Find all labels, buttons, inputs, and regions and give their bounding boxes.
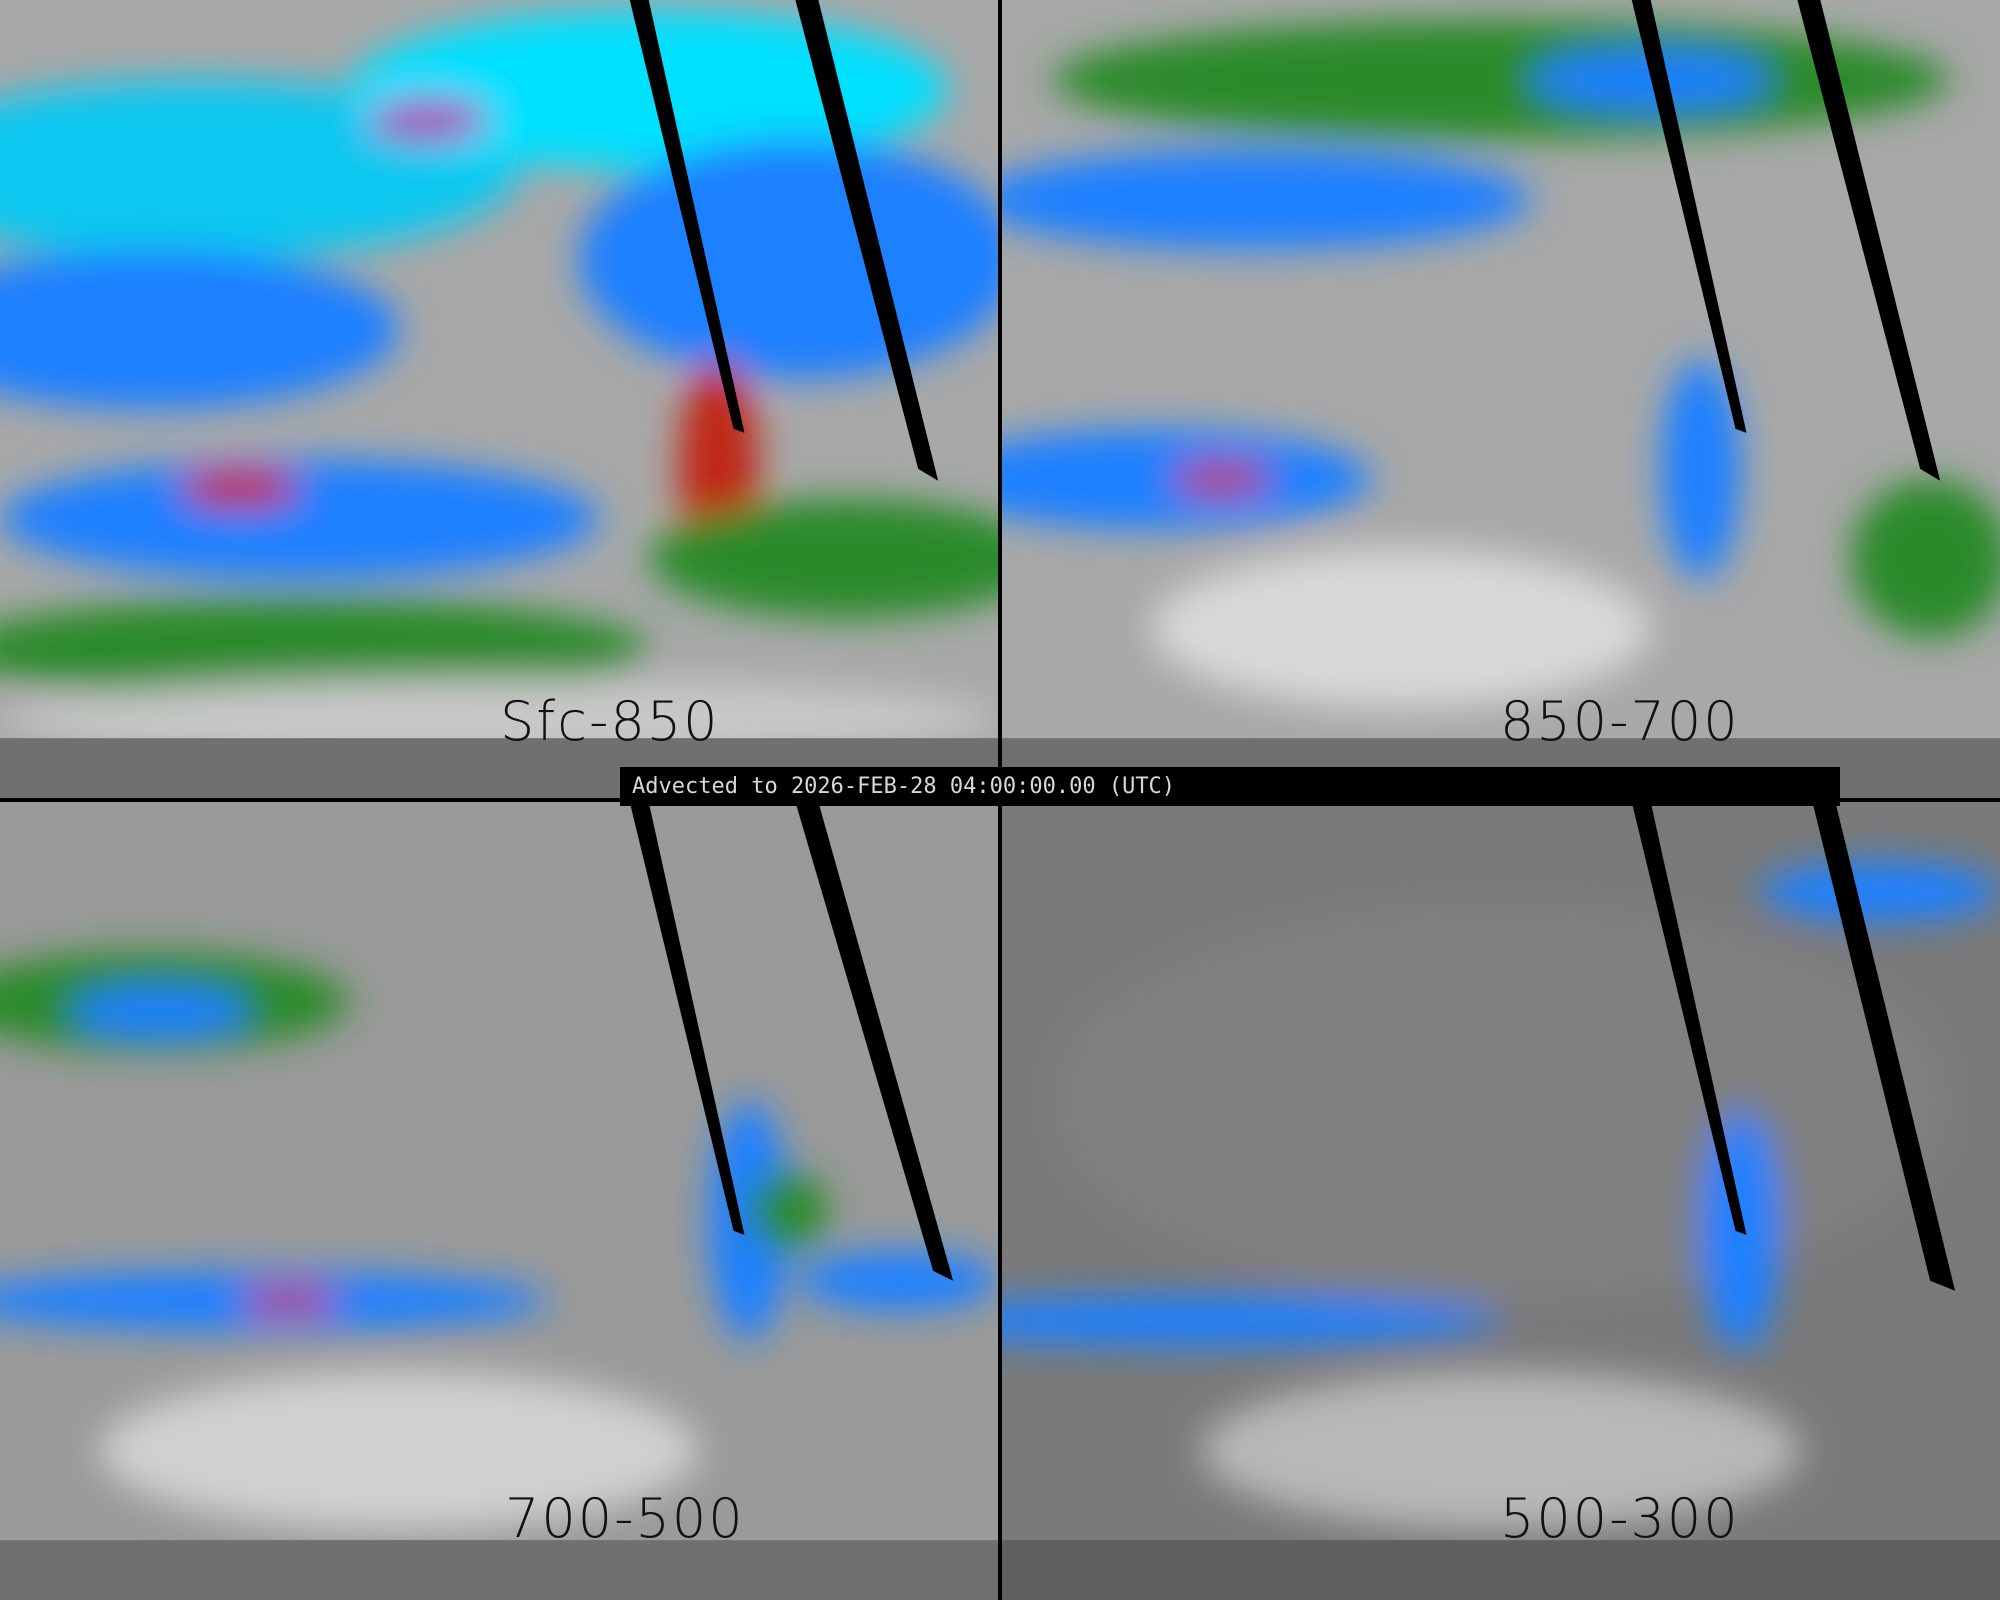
map-imagery — [0, 0, 998, 798]
panel-700-500: 700-500 — [0, 802, 998, 1600]
panel-sfc-850: Sfc-850 — [0, 0, 998, 798]
layer-label: 850-700 — [1500, 690, 1740, 753]
map-imagery — [1002, 802, 2000, 1600]
layer-label: 700-500 — [505, 1487, 745, 1550]
layer-label: Sfc-850 — [500, 690, 720, 753]
valid-time-banner: Advected to 2026-FEB-28 04:00:00.00 (UTC… — [620, 767, 1840, 806]
panel-850-700: 850-700 — [1002, 0, 2000, 798]
panel-500-300: 500-300 — [1002, 802, 2000, 1600]
layer-label: 500-300 — [1500, 1487, 1740, 1550]
map-imagery — [1002, 0, 2000, 798]
map-imagery — [0, 802, 998, 1600]
